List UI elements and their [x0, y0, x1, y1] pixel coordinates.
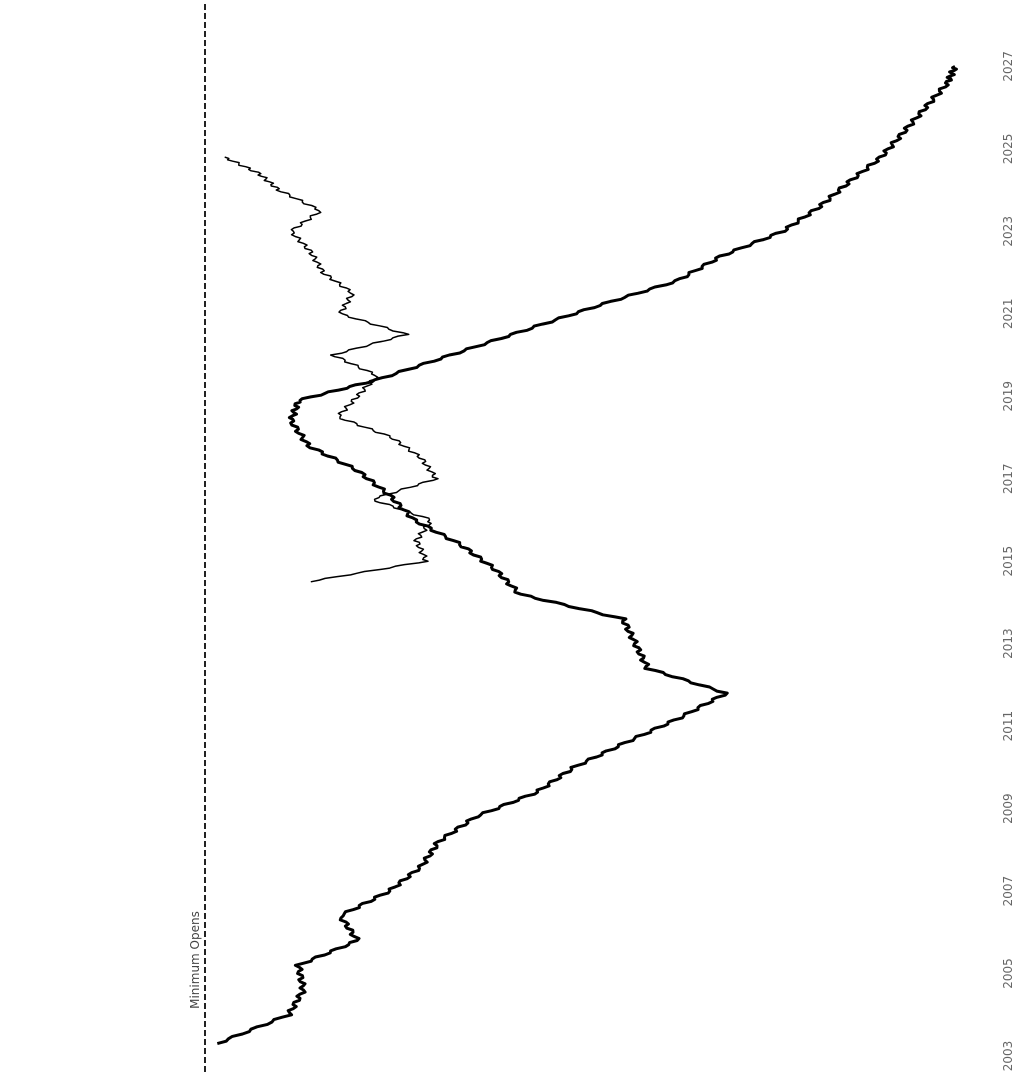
x-tick-label: 2027	[1001, 51, 1015, 82]
series-line-thick	[216, 65, 958, 1046]
x-tick-label: 2023	[1001, 216, 1015, 247]
x-tick-label: 2021	[1001, 299, 1015, 330]
x-tick-label: 2011	[1001, 711, 1015, 742]
series-line-thin	[224, 156, 439, 583]
threshold-group: Minimum Opens	[188, 4, 206, 1074]
x-tick-label: 2007	[1001, 876, 1015, 907]
x-axis-tick-labels: 2003 2005 2007 2009 2011 2013 2015 2017 2019 2021…	[1001, 51, 1015, 1071]
threshold-label: Minimum Opens	[188, 911, 202, 1009]
series-group	[216, 65, 958, 1046]
x-tick-label: 2005	[1001, 958, 1015, 989]
x-tick-label: 2013	[1001, 628, 1015, 659]
x-tick-label: 2025	[1001, 134, 1015, 165]
x-tick-label: 2019	[1001, 381, 1015, 412]
x-tick-label: 2017	[1001, 463, 1015, 494]
x-tick-label: 2015	[1001, 546, 1015, 577]
x-tick-label: 2009	[1001, 793, 1015, 824]
x-tick-label: 2003	[1001, 1041, 1015, 1072]
